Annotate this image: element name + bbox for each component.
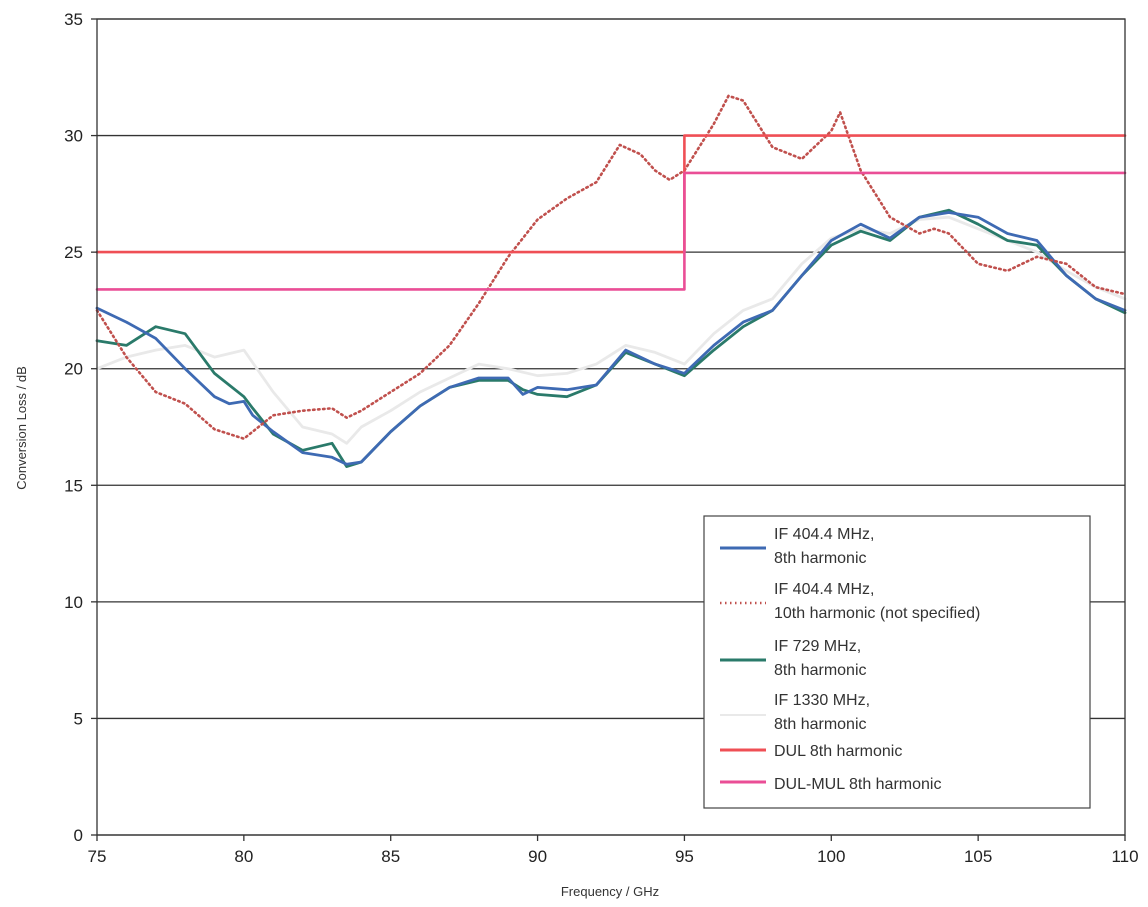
x-tick-label: 85: [381, 847, 400, 866]
series-line-4: [95, 215, 1127, 445]
y-tick-label: 10: [64, 593, 83, 612]
tick-labels: 0 5 10 15 20 25 30 35 75 80 85 90 95 100 105 110: [64, 10, 1138, 866]
x-tick-label: 75: [88, 847, 107, 866]
series-line-1: [95, 211, 1127, 466]
plot-frame: [96, 18, 1126, 836]
series-layer: [95, 94, 1127, 468]
legend: IF 404.4 MHz, 8th harmonic IF 404.4 MHz, 10…: [703, 515, 1091, 809]
legend-box: [703, 515, 1091, 809]
x-tick-label: 105: [964, 847, 992, 866]
x-tick-label: 80: [234, 847, 253, 866]
legend-label-1: IF 404.4 MHz,: [774, 526, 874, 543]
x-axis-title: Frequency / GHz: [561, 884, 659, 899]
axes-frame: [91, 18, 1126, 841]
series-line-2: [95, 94, 1127, 440]
y-axis-title: Conversion Loss / dB: [14, 366, 29, 490]
x-tick-label: 100: [817, 847, 845, 866]
legend-label-5: DUL 8th harmonic: [774, 743, 902, 760]
y-tick-label: 15: [64, 476, 83, 495]
y-tick-label: 20: [64, 360, 83, 379]
x-tick-label: 95: [675, 847, 694, 866]
legend-label-1: 8th harmonic: [774, 550, 867, 567]
legend-label-2: IF 404.4 MHz,: [774, 581, 874, 598]
legend-label-4: IF 1330 MHz,: [774, 692, 870, 709]
legend-label-4: 8th harmonic: [774, 716, 867, 733]
y-tick-label: 35: [64, 10, 83, 29]
legend-label-2: 10th harmonic (not specified): [774, 605, 980, 622]
y-tick-label: 25: [64, 243, 83, 262]
y-tick-label: 30: [64, 127, 83, 146]
y-tick-label: 0: [74, 826, 83, 845]
y-tick-label: 5: [74, 709, 83, 728]
legend-label-3: 8th harmonic: [774, 662, 867, 679]
x-tick-label: 110: [1111, 847, 1138, 866]
series-line-3: [95, 208, 1127, 468]
legend-label-6: DUL-MUL 8th harmonic: [774, 776, 941, 793]
x-tick-label: 90: [528, 847, 547, 866]
legend-label-3: IF 729 MHz,: [774, 638, 861, 655]
series-line-6: [95, 171, 1127, 291]
